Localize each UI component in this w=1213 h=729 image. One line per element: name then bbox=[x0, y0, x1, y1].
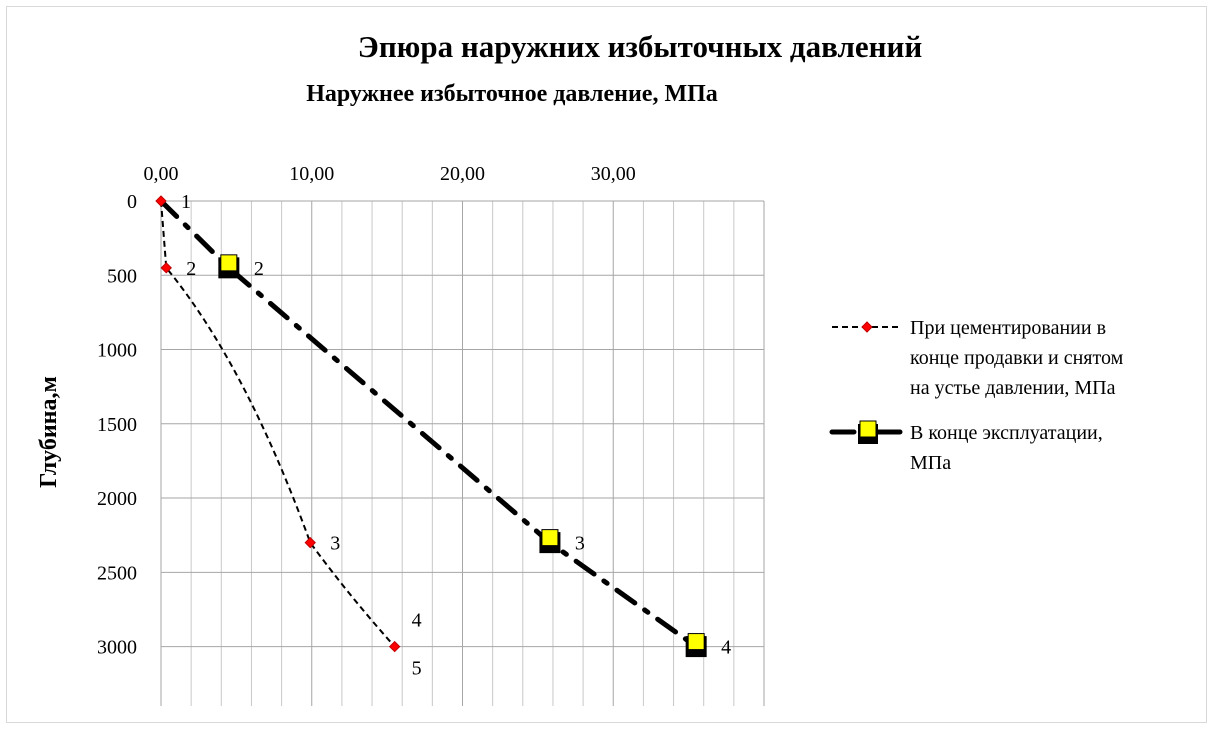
legend-label-series-1: При цементировании в bbox=[910, 317, 1106, 339]
y-tick-label: 2000 bbox=[97, 488, 137, 510]
y-tick-label: 1500 bbox=[97, 414, 137, 436]
legend-label-series-1: конце продавки и снятом bbox=[910, 347, 1124, 369]
series-2-point-label: 4 bbox=[721, 637, 731, 659]
series-2-point-label: 2 bbox=[254, 258, 264, 280]
x-tick-label: 20,00 bbox=[440, 163, 485, 185]
x-tick-label: 30,00 bbox=[591, 163, 636, 185]
grid bbox=[160, 200, 765, 706]
legend-label-series-1: на устье давлении, МПа bbox=[910, 377, 1116, 399]
chart-subtitle: Наружнее избыточное давление, МПа bbox=[306, 81, 718, 107]
series-1-point-label: 5 bbox=[412, 658, 422, 680]
y-tick-label: 0 bbox=[127, 191, 137, 213]
series-2-marker bbox=[687, 633, 705, 651]
series-2-marker bbox=[220, 254, 238, 272]
y-tick-label: 2500 bbox=[97, 562, 137, 584]
series-1-marker bbox=[388, 640, 401, 653]
series-1-line bbox=[160, 200, 396, 648]
series-1-marker bbox=[155, 195, 167, 207]
x-tick-label: 10,00 bbox=[289, 163, 334, 185]
x-tick-label: 0,00 bbox=[144, 163, 179, 185]
series-1-marker bbox=[304, 536, 316, 549]
legend-marker-series-1 bbox=[861, 321, 873, 333]
series-1-point-label: 2 bbox=[186, 258, 196, 280]
series-1-point-label: 4 bbox=[412, 610, 422, 632]
y-tick-label: 1000 bbox=[97, 340, 137, 362]
chart-title: Эпюра наружних избыточных давлений bbox=[358, 29, 923, 64]
legend-label-series-2: В конце эксплуатации, bbox=[910, 422, 1103, 444]
chart-area bbox=[6, 6, 1207, 723]
series-2-line bbox=[158, 198, 699, 650]
series-1-point-label: 1 bbox=[181, 191, 191, 213]
x-tick-labels: 0,00 10,00 20,00 30,00 bbox=[144, 163, 636, 185]
legend: При цементировании в конце продавки и сня… bbox=[829, 317, 1124, 474]
series-2-marker bbox=[541, 529, 559, 547]
series-1-marker bbox=[160, 262, 172, 274]
series-layer: 1 2 3 4 5 2 3 4 bbox=[155, 191, 731, 680]
y-tick-labels: 0 500 1000 1500 2000 2500 3000 bbox=[97, 191, 137, 659]
y-tick-label: 3000 bbox=[97, 637, 137, 659]
y-tick-label: 500 bbox=[107, 265, 137, 287]
legend-marker-series-2 bbox=[859, 420, 877, 438]
y-axis-title: Глубина,м bbox=[36, 376, 62, 488]
legend-label-series-2: МПа bbox=[910, 452, 951, 474]
series-1-point-label: 3 bbox=[330, 533, 340, 555]
series-2-point-label: 3 bbox=[575, 533, 585, 555]
